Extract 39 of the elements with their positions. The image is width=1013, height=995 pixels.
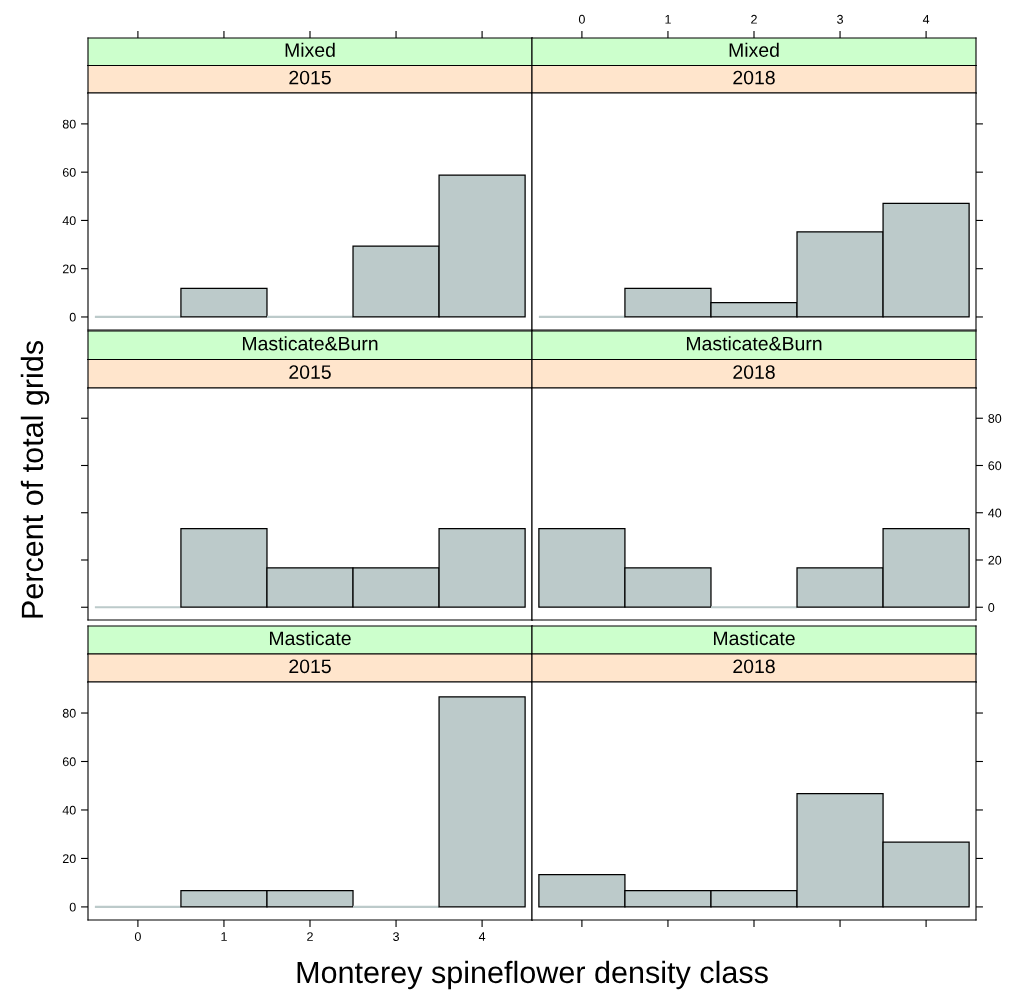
chart-title: Masticate&Burn [686, 336, 822, 351]
y-tick-label: 0 [69, 312, 76, 322]
y-tick-label: 40 [62, 216, 76, 226]
x-tick-label: 2 [751, 14, 757, 24]
y-tick-label: 60 [62, 757, 76, 767]
y-tick-label: 40 [62, 805, 76, 815]
y-tick-label: 80 [62, 119, 76, 129]
chart-subtitle: 2015 [289, 70, 331, 85]
y-tick-label: 80 [988, 414, 1002, 423]
chart-subtitle: 2018 [733, 70, 775, 85]
x-tick-label: 1 [221, 932, 227, 941]
x-axis-title: Monterey spineflower density class [297, 960, 768, 990]
x-tick-label: 4 [478, 932, 486, 941]
chart-subtitle: 2018 [733, 659, 775, 674]
x-tick-label: 1 [665, 15, 671, 24]
y-tick-label: 80 [62, 708, 76, 718]
chart-title: Masticate [713, 630, 795, 646]
x-tick-label: 0 [578, 14, 585, 24]
y-tick-label: 0 [988, 603, 995, 612]
x-tick-label: 2 [307, 932, 313, 941]
x-tick-label: 4 [922, 15, 930, 24]
y-tick-label: 0 [69, 902, 76, 912]
y-tick-label: 20 [988, 555, 1002, 565]
x-tick-label: 3 [393, 932, 399, 941]
x-tick-label: 3 [837, 14, 843, 24]
chart-title: Mixed [729, 42, 779, 57]
y-tick-label: 60 [988, 461, 1002, 471]
chart-subtitle: 2018 [733, 365, 775, 379]
x-tick-label: 0 [134, 932, 141, 941]
chart-title: Mixed [285, 42, 335, 57]
y-tick-label: 20 [62, 854, 76, 864]
y-tick-label: 60 [62, 167, 76, 177]
y-axis-title: Percent of total grids [20, 340, 50, 618]
chart-subtitle: 2015 [289, 365, 331, 379]
y-tick-label: 40 [988, 508, 1002, 518]
y-tick-label: 20 [62, 264, 76, 274]
chart-title: Masticate [269, 630, 351, 646]
chart-subtitle: 2015 [289, 659, 331, 674]
chart-title: Masticate&Burn [242, 336, 378, 351]
